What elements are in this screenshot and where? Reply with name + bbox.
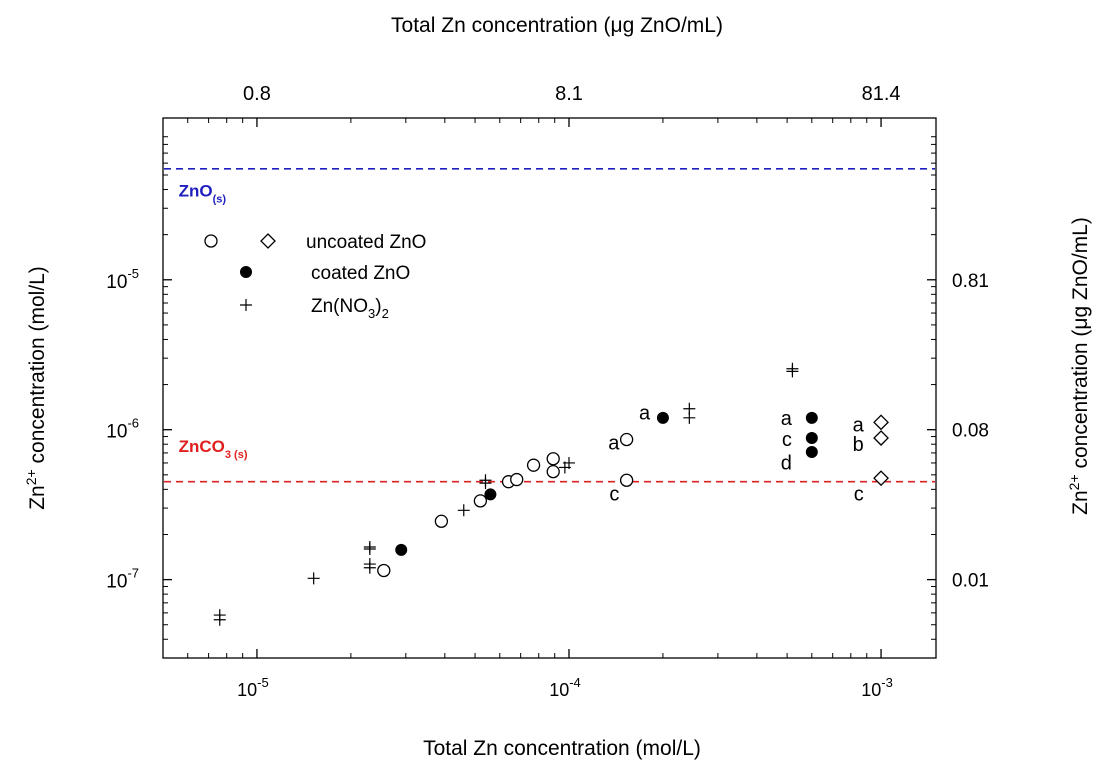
legend-marker-diamond-open xyxy=(261,234,275,248)
data-point-circle-filled xyxy=(396,544,407,555)
data-point-circle-open xyxy=(621,434,633,446)
legend-label: uncoated ZnO xyxy=(306,232,426,253)
data-point-plus xyxy=(479,474,491,486)
reference-line-label: ZnO(s) xyxy=(179,181,227,205)
point-annotation: b xyxy=(853,434,864,456)
data-point-circle-open xyxy=(435,515,447,527)
x-axis-top-label: Total Zn concentration (μg ZnO/mL) xyxy=(391,14,723,37)
legend-marker-circle-open xyxy=(205,235,217,247)
x-axis-bottom-label: Total Zn concentration (mol/L) xyxy=(423,737,701,760)
point-annotation: a xyxy=(781,408,793,430)
point-annotation: c xyxy=(782,429,792,451)
y-tick-label-right: 0.81 xyxy=(952,271,989,292)
x-tick-label-bottom: 10-5 xyxy=(237,675,269,700)
data-point-plus xyxy=(786,363,798,375)
y-axis-left-label: Zn2+ concentration (mol/L) xyxy=(23,266,49,510)
data-point-circle-open xyxy=(511,474,523,486)
data-point-circle-open xyxy=(547,466,559,478)
y-tick-label-left: 10-6 xyxy=(106,416,139,443)
data-point-circle-filled xyxy=(806,433,817,444)
reference-line-label: ZnCO3 (s) xyxy=(179,437,248,461)
legend-label: coated ZnO xyxy=(311,263,410,284)
legend-label: Zn(NO3)2 xyxy=(311,296,389,321)
data-point-plus xyxy=(683,403,695,415)
data-point-circle-open xyxy=(528,459,540,471)
data-point-plus xyxy=(308,572,320,584)
reference-lines xyxy=(164,169,935,482)
data-point-circle-filled xyxy=(657,412,668,423)
x-tick-label-bottom: 10-3 xyxy=(861,675,893,700)
y-tick-label-left: 10-5 xyxy=(106,266,139,293)
x-tick-label-bottom: 10-4 xyxy=(549,675,581,700)
data-point-circle-open xyxy=(621,474,633,486)
data-point-circle-filled xyxy=(806,446,817,457)
plot-frame xyxy=(163,118,936,658)
point-annotation: a xyxy=(639,403,651,425)
x-tick-label-top: 8.1 xyxy=(555,83,583,105)
data-point-diamond-open xyxy=(874,431,888,445)
data-point-circle-filled xyxy=(806,412,817,423)
point-annotation: c xyxy=(609,484,619,506)
point-annotation: c xyxy=(854,484,864,506)
data-point-circle-open xyxy=(474,495,486,507)
data-point-plus xyxy=(458,504,470,516)
axis-ticks xyxy=(163,118,936,658)
data-point-diamond-open xyxy=(874,415,888,429)
data-point-circle-open xyxy=(547,453,559,465)
legend: uncoated ZnO coated ZnO Zn(NO3)2 xyxy=(205,232,426,321)
data-point-plus xyxy=(364,541,376,553)
x-tick-label-top: 81.4 xyxy=(862,83,901,105)
legend-marker-plus xyxy=(240,299,252,311)
data-point-diamond-open xyxy=(874,471,888,485)
y-tick-label-right: 0.01 xyxy=(952,571,989,592)
y-axis-right-label: Zn2+ concentration (μg ZnO/mL) xyxy=(1066,217,1092,515)
y-tick-label-right: 0.08 xyxy=(952,421,989,442)
data-point-circle-open xyxy=(378,565,390,577)
point-annotation: a xyxy=(608,433,620,455)
chart-text: 10-5 10-4 10-3 0.8 8.1 81.4 10-7 10-6 10-5 0.01 0.… xyxy=(106,83,989,700)
data-point-circle-filled xyxy=(485,489,496,500)
point-annotation: d xyxy=(781,452,792,474)
y-tick-label-left: 10-7 xyxy=(106,566,139,593)
data-points xyxy=(214,363,888,626)
legend-marker-circle-filled xyxy=(241,267,252,278)
x-tick-label-top: 0.8 xyxy=(243,83,271,105)
